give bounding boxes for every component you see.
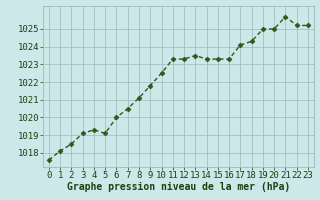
- X-axis label: Graphe pression niveau de la mer (hPa): Graphe pression niveau de la mer (hPa): [67, 182, 290, 192]
